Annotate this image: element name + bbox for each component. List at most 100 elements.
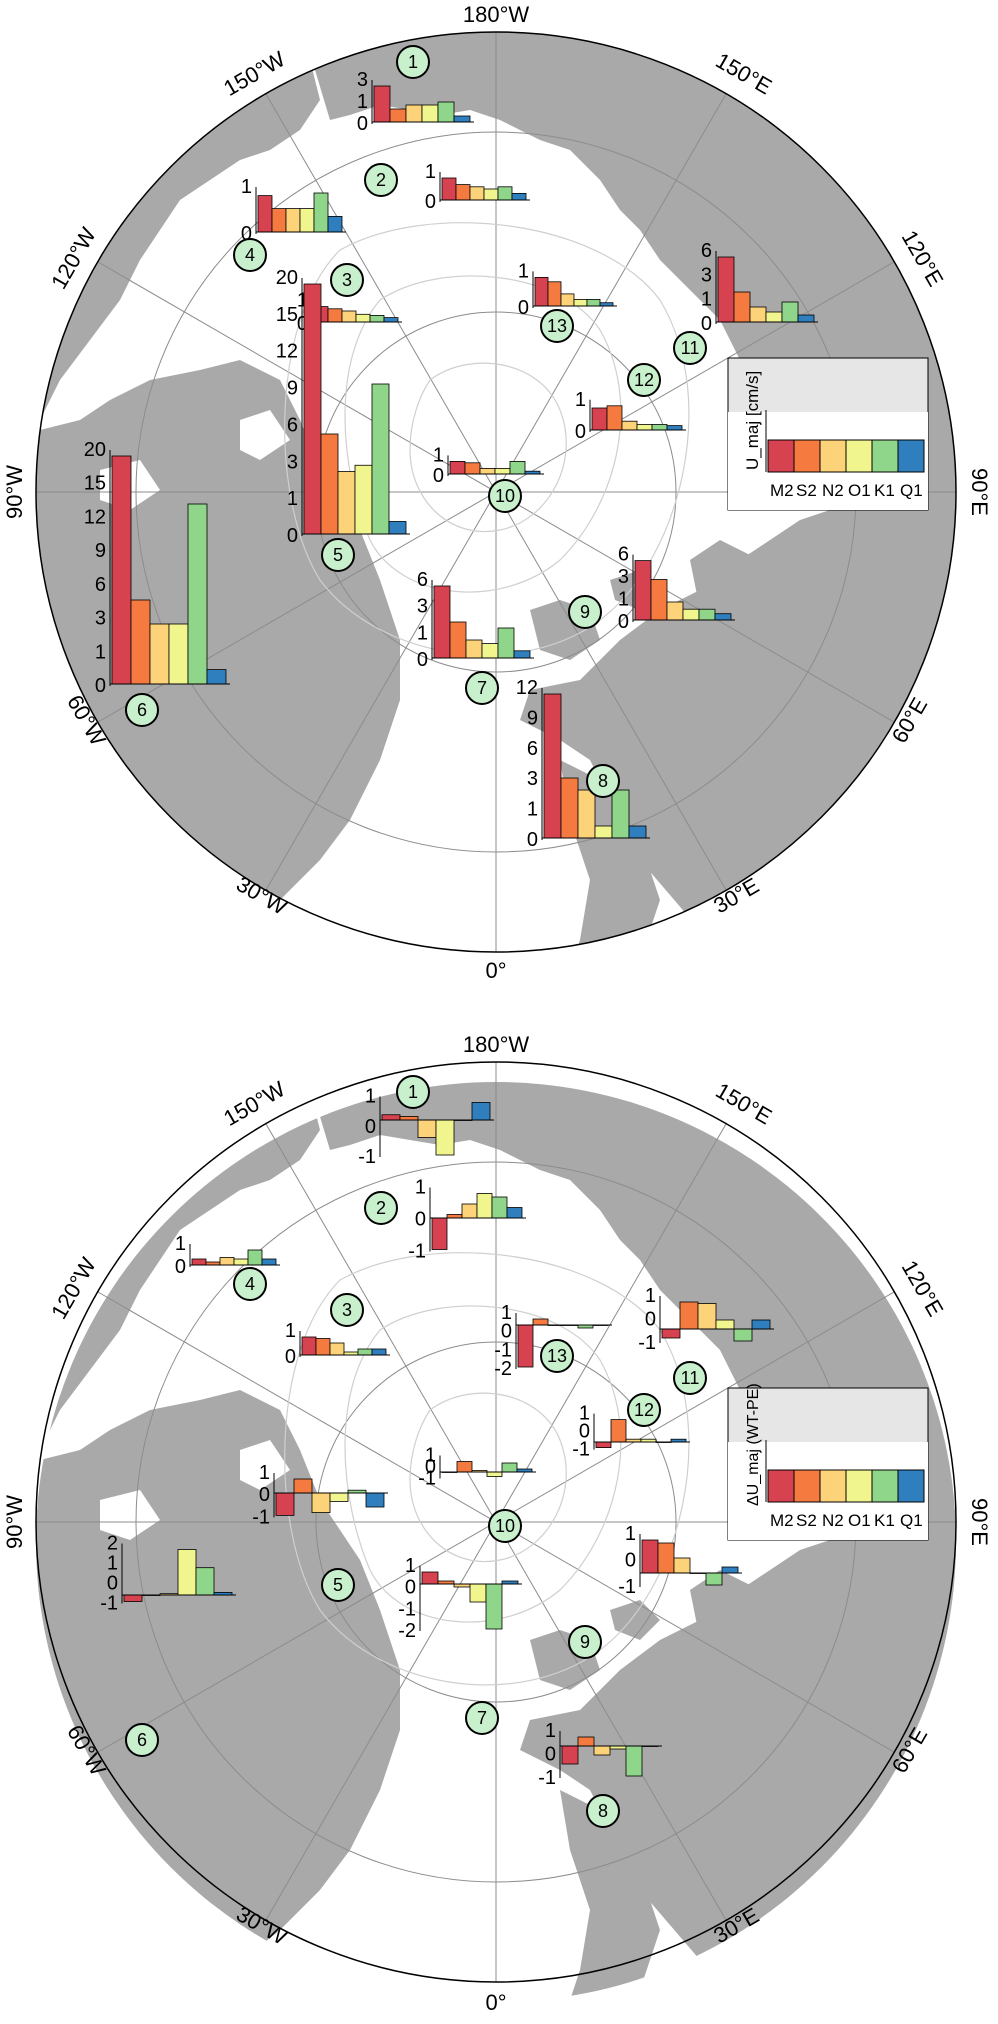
tick-label: 1 [518, 260, 529, 282]
tick-label: 0 [527, 829, 538, 851]
tick-label: 1 [259, 1462, 270, 1484]
station-7-chart: 6 3 1 0 [417, 569, 534, 671]
marker-circle [627, 1393, 661, 1427]
marker-circle [364, 1191, 398, 1225]
bar-s2 [657, 1542, 675, 1574]
lon-label: 0° [485, 1990, 506, 2015]
bar-k1 [586, 298, 601, 307]
bar-m2 [111, 455, 132, 685]
station-marker-11: 11 [673, 331, 707, 365]
marker-circle [627, 363, 661, 397]
bar-n2 [593, 1745, 611, 1756]
tick-label: 0 [357, 113, 368, 135]
marker-label: 12 [634, 370, 654, 390]
tick-label: 0 [618, 611, 629, 633]
bar-q1 [383, 317, 399, 323]
tick-label: 0 [405, 1577, 416, 1599]
tick-label: 0 [625, 1550, 636, 1572]
tick-label: 1 [575, 389, 586, 411]
marker-circle [364, 163, 398, 197]
marker-label: 4 [245, 1274, 255, 1294]
station-2-chart: 10 [425, 161, 530, 213]
bar-s2 [130, 599, 151, 685]
station-8-chart: 12 9 6 3 1 0 [516, 677, 650, 851]
bar-q1 [721, 1566, 739, 1574]
lon-label: 90°E [967, 1498, 992, 1546]
bar-k1 [497, 627, 515, 659]
bar-s2 [320, 433, 339, 535]
bar-s2 [610, 1419, 627, 1443]
station-10-chart: 10 [433, 444, 544, 487]
legend-swatch-k1 [871, 439, 899, 473]
tick-label: 0 [433, 465, 444, 487]
tick-label: 3 [618, 566, 629, 588]
marker-circle [540, 1339, 574, 1373]
bar-o1 [573, 298, 588, 307]
bar-q1 [471, 1102, 491, 1121]
tick-label: 15 [84, 473, 106, 495]
marker-label: 5 [333, 545, 343, 565]
bar-o1 [483, 188, 499, 201]
marker-circle [540, 309, 574, 343]
station-8-chart: 10-1 [538, 1720, 662, 1789]
bar-o1 [421, 104, 439, 123]
tick-label: 0 [415, 1209, 426, 1231]
legend-label: N2 [822, 1511, 844, 1530]
legend-label: N2 [822, 481, 844, 500]
tick-label: 0 [285, 1346, 296, 1368]
tick-label: -2 [398, 1620, 416, 1642]
lon-label: 180°W [463, 1032, 530, 1057]
bar-m2 [534, 276, 549, 307]
station-marker-12: 12 [627, 1393, 661, 1427]
bar-s2 [455, 184, 471, 201]
station-11-chart: 63 10 [701, 240, 818, 335]
bar-k1 [247, 1249, 263, 1266]
bar-m2 [191, 1258, 207, 1266]
bar-m2 [421, 1571, 439, 1585]
station-marker-1: 1 [396, 45, 430, 79]
bar-n2 [666, 601, 684, 621]
marker-label: 3 [342, 270, 352, 290]
bar-q1 [261, 1258, 277, 1266]
tick-label: 12 [516, 677, 538, 699]
tick-label: 0 [365, 1116, 376, 1138]
tick-label: 0 [579, 1421, 590, 1443]
legend-swatch-o1 [845, 439, 873, 473]
bar-s2 [449, 621, 467, 659]
bar-k1 [491, 1196, 508, 1219]
marker-label: 9 [580, 1632, 590, 1652]
marker-circle [488, 479, 522, 513]
legend-swatch-m2 [767, 439, 795, 473]
bar-m2 [303, 283, 322, 535]
tick-label: 1 [425, 1445, 436, 1467]
tick-label: -1 [618, 1576, 636, 1598]
tick-label: -1 [538, 1767, 556, 1789]
station-10-chart: 10-1 [418, 1445, 536, 1490]
legend-label: M2 [770, 1511, 794, 1530]
station-marker-8: 8 [586, 1794, 620, 1828]
channels [100, 250, 290, 510]
tick-label: 3 [527, 768, 538, 790]
legend-swatch-o1 [845, 1469, 873, 1503]
tick-label: 0 [241, 223, 252, 245]
tick-label: 1 [618, 589, 629, 611]
marker-circle [465, 1701, 499, 1735]
tick-label: 0 [417, 649, 428, 671]
bar-q1 [513, 650, 531, 659]
station-marker-4: 4 [233, 238, 267, 272]
map-panel-top: 180°W 150°W 120°W 90°W 60°W 30°W 0° 30°E… [0, 0, 998, 1010]
bar-n2 [465, 639, 483, 659]
bar-o1 [594, 825, 613, 839]
legend-label: M2 [770, 481, 794, 500]
bar-m2 [595, 1441, 612, 1448]
bar-q1 [388, 521, 407, 535]
tick-label: 0 [545, 1744, 556, 1766]
tick-label: 0 [425, 1456, 436, 1478]
bar-k1 [781, 301, 799, 323]
bar-n2 [311, 1492, 331, 1514]
marker-label: 9 [580, 602, 590, 622]
tick-label: 1 [417, 622, 428, 644]
tick-label: 6 [95, 574, 106, 596]
station-marker-7: 7 [465, 671, 499, 705]
tick-label: -1 [638, 1332, 656, 1354]
